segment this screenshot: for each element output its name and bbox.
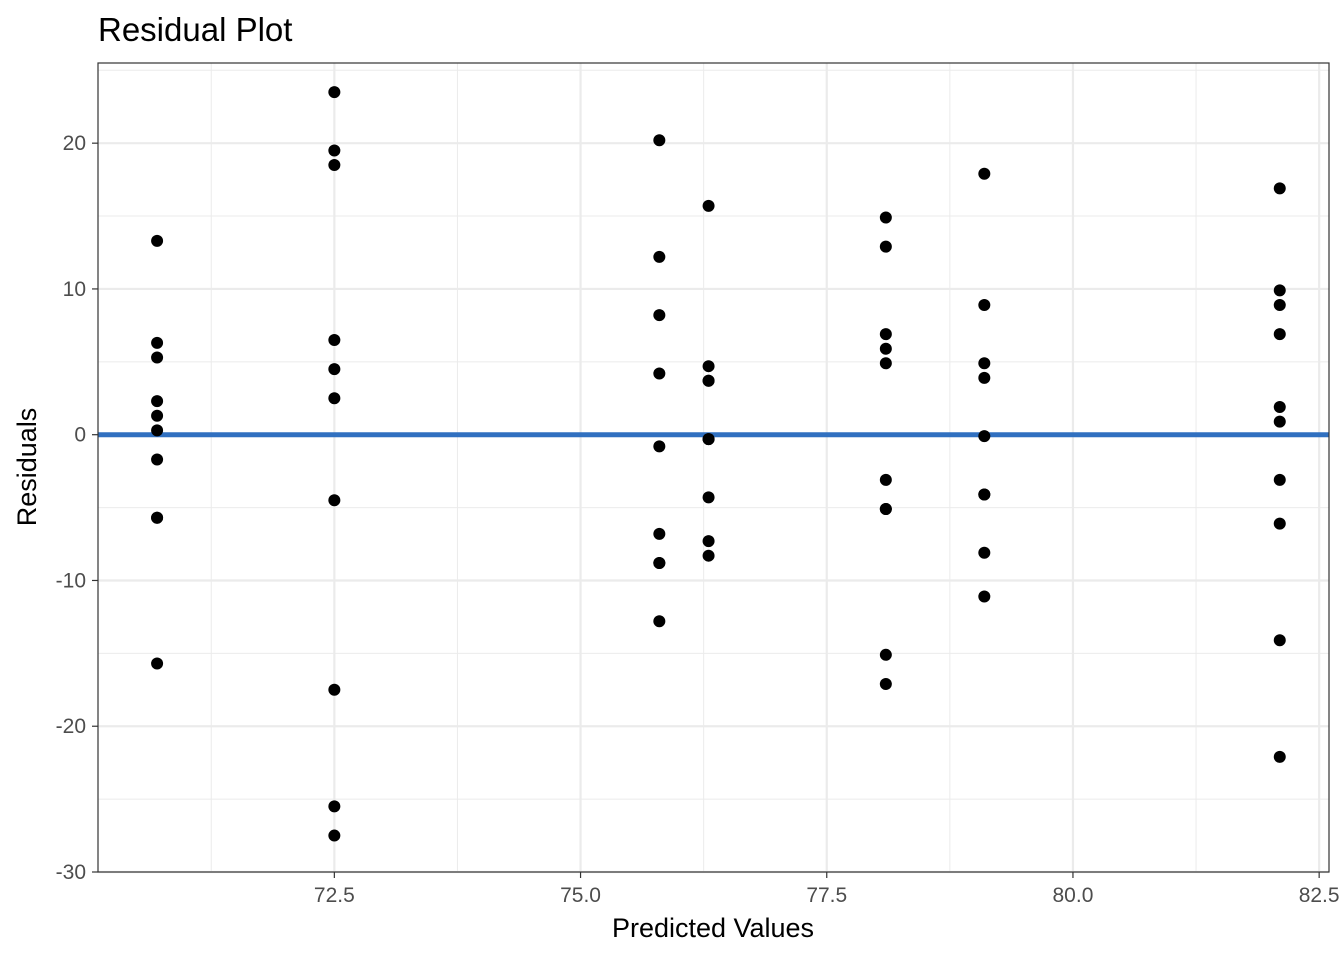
y-tick-label: 0 [74,424,86,447]
data-point [328,333,341,346]
data-point [653,527,666,540]
data-point [653,367,666,380]
data-point [653,615,666,628]
data-point [978,590,991,603]
data-point [653,250,666,263]
data-point [328,86,341,99]
data-point [328,159,341,172]
data-point [653,556,666,569]
data-point [1273,473,1286,486]
y-axis-title: Residuals [12,408,42,527]
x-tick-label: 72.5 [314,884,355,907]
data-point [1273,401,1286,414]
data-point [328,683,341,696]
data-point [978,488,991,501]
data-point [1273,298,1286,311]
data-point [653,440,666,453]
data-point [151,395,164,408]
data-point [151,351,164,364]
data-point [328,494,341,507]
y-tick-label: -30 [56,861,86,884]
data-point [1273,284,1286,297]
minor-gridlines [98,63,1329,872]
data-point [1273,328,1286,341]
data-point [151,424,164,437]
data-point [151,234,164,247]
chart-title: Residual Plot [98,11,292,48]
data-point [328,829,341,842]
data-point [151,511,164,524]
data-point [702,199,715,212]
data-point [1273,634,1286,647]
data-point [1273,750,1286,763]
data-point [879,503,892,516]
y-axis-ticks: -30 -20 -10 0 10 20 [56,132,98,884]
data-point [702,433,715,446]
data-point [702,549,715,562]
data-point [702,535,715,548]
data-point [1273,182,1286,195]
data-point [879,240,892,253]
x-tick-label: 75.0 [560,884,601,907]
data-point [978,430,991,443]
data-point [328,144,341,157]
data-point [328,800,341,813]
data-point [879,648,892,661]
data-point [1273,517,1286,530]
data-point [653,309,666,322]
y-tick-label: 20 [63,132,86,155]
data-point [151,409,164,422]
data-point [879,357,892,370]
x-tick-label: 77.5 [806,884,847,907]
x-axis-title: Predicted Values [612,913,814,943]
data-points [151,86,1286,842]
data-point [151,453,164,466]
data-point [328,363,341,376]
data-point [151,657,164,670]
data-point [978,167,991,180]
x-tick-label: 82.5 [1299,884,1340,907]
data-point [978,371,991,384]
plot-panel-border [97,62,1330,873]
data-point [328,392,341,405]
data-point [879,211,892,224]
y-tick-label: -20 [56,715,86,738]
y-tick-label: -10 [56,569,86,592]
data-point [879,342,892,355]
data-point [702,491,715,504]
data-point [151,336,164,349]
data-point [879,473,892,486]
data-point [978,298,991,311]
data-point [978,546,991,559]
data-point [702,374,715,387]
data-point [702,360,715,373]
data-point [1273,415,1286,428]
x-axis-ticks: 72.5 75.0 77.5 80.0 82.5 [314,872,1340,907]
x-tick-label: 80.0 [1053,884,1094,907]
data-point [978,357,991,370]
y-tick-label: 10 [63,278,86,301]
data-point [879,328,892,341]
plot-panel-background [98,63,1329,872]
data-point [879,677,892,690]
data-point [653,134,666,147]
